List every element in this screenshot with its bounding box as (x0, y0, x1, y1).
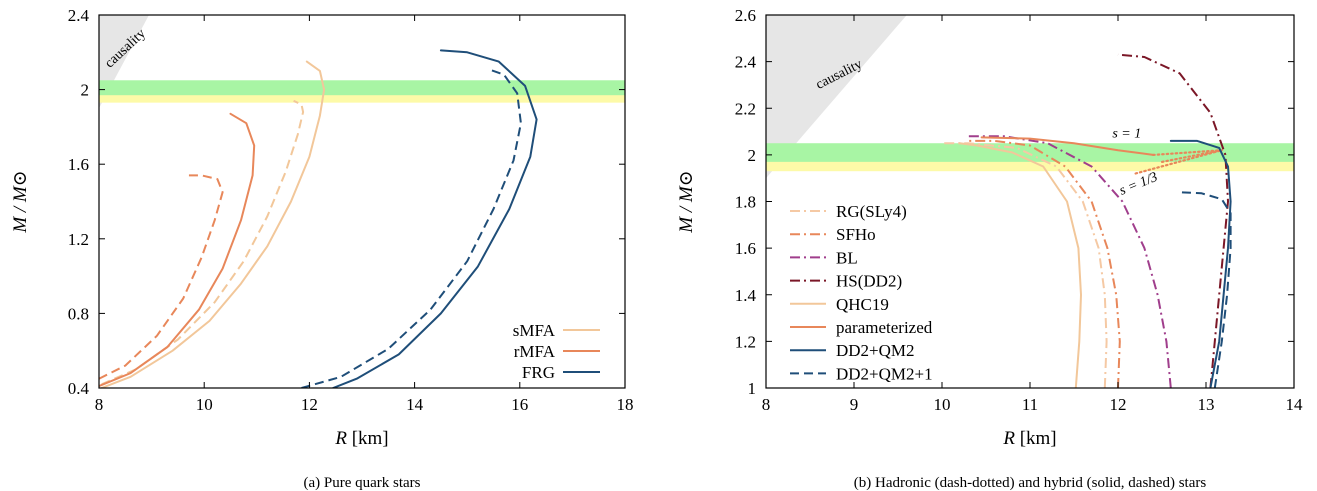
x-tick-label: 12 (1110, 395, 1127, 414)
curve-hs-dd2--dashdot (1117, 53, 1229, 388)
x-tick-label: 18 (617, 395, 634, 414)
legend: sMFA rMFA FRG (513, 321, 600, 382)
x-axis-label: R [km] (1002, 428, 1056, 449)
legend: RG(SLy4) SFHo BL HS(DD2) QHC19 parameterized D… (790, 202, 933, 383)
legend-label-frg: FRG (522, 363, 555, 382)
x-tick-label: 8 (95, 395, 104, 414)
legend-label-qhc19: QHC19 (836, 295, 889, 314)
curve-qhc19-solid (958, 142, 1082, 388)
y-tick-label: 1.2 (68, 230, 89, 249)
x-tick-label: 16 (511, 395, 528, 414)
x-tick-label: 9 (850, 395, 859, 414)
y-tick-label: 1 (748, 379, 757, 398)
curve-rmfa-dashed (99, 174, 224, 380)
x-tick-label: 14 (406, 395, 424, 414)
legend-label-parameterized: parameterized (836, 318, 933, 337)
y-tick-label: 0.8 (68, 304, 89, 323)
legend-label-hs-dd2-: HS(DD2) (836, 272, 902, 291)
y-tick-label: 1.6 (735, 239, 756, 258)
curve-dd2-qm2-solid (1169, 139, 1232, 388)
legend-label-rmfa: rMFA (514, 342, 556, 361)
x-tick-label: 14 (1286, 395, 1304, 414)
curve-smfa-dashed (101, 99, 305, 386)
figure-caption: (a) Pure quark stars (303, 475, 420, 491)
x-tick-label: 8 (762, 395, 771, 414)
y-tick-label: 1.6 (68, 155, 89, 174)
legend-label-smfa: sMFA (513, 321, 556, 340)
x-axis-variable: R (334, 428, 347, 449)
curve-parameterized-solid (980, 136, 1155, 156)
y-tick-label: 2.4 (68, 6, 90, 25)
y-tick-label: 2.2 (735, 99, 756, 118)
y-tick-label: 1.2 (735, 332, 756, 351)
curve-frg-dashed (301, 68, 522, 388)
curve-parameterized-dotted (1152, 149, 1223, 156)
y-tick-label: 0.4 (68, 379, 90, 398)
figure-caption: (b) Hadronic (dash-dotted) and hybrid (s… (854, 475, 1207, 491)
curve-frg-solid (332, 49, 538, 388)
y-tick-label: 1.8 (735, 193, 756, 212)
causality-region (766, 15, 907, 179)
x-axis-variable: R (1002, 428, 1015, 449)
curve-smfa-solid (100, 60, 326, 388)
x-tick-label: 10 (196, 395, 213, 414)
plot-frame (98, 14, 626, 389)
legend-label-dd2-qm2: DD2+QM2 (836, 341, 915, 360)
mass-band-green (99, 80, 625, 96)
legend-label-bl: BL (836, 248, 858, 267)
x-tick-label: 12 (301, 395, 318, 414)
curve-rg-sly4--dashdot (942, 142, 1108, 388)
y-tick-label: 1.4 (735, 286, 757, 305)
curve-dd2-qm2-1-dashed (1179, 191, 1232, 388)
x-axis-unit: [km] (1015, 428, 1057, 449)
curve-rmfa-solid (99, 112, 256, 388)
legend-label-dd2-qm2-1: DD2+QM2+1 (836, 364, 933, 383)
y-tick-label: 2 (748, 146, 757, 165)
plot-area (766, 15, 1294, 388)
y-axis-label: M / M⊙ (676, 170, 697, 233)
x-tick-label: 11 (1022, 395, 1038, 414)
plot-area (99, 15, 625, 388)
curve-parameterized-dotted (1160, 149, 1223, 163)
annotation-0: s = 1 (1112, 126, 1141, 141)
legend-label-rg-sly4-: RG(SLy4) (836, 202, 907, 221)
x-axis-unit: [km] (347, 428, 389, 449)
annotation-1: s = 1/3 (1117, 170, 1160, 199)
y-axis-label: M / M⊙ (10, 170, 31, 233)
x-tick-label: 13 (1198, 395, 1215, 414)
y-tick-label: 2.6 (735, 6, 756, 25)
y-tick-label: 2.4 (735, 53, 757, 72)
x-axis-label: R [km] (334, 428, 388, 449)
y-tick-label: 2 (81, 81, 90, 100)
mass-band-green (766, 143, 1294, 162)
x-tick-label: 10 (934, 395, 951, 414)
legend-label-sfho: SFHo (836, 225, 876, 244)
curve-sfho-dashdot (968, 139, 1121, 388)
